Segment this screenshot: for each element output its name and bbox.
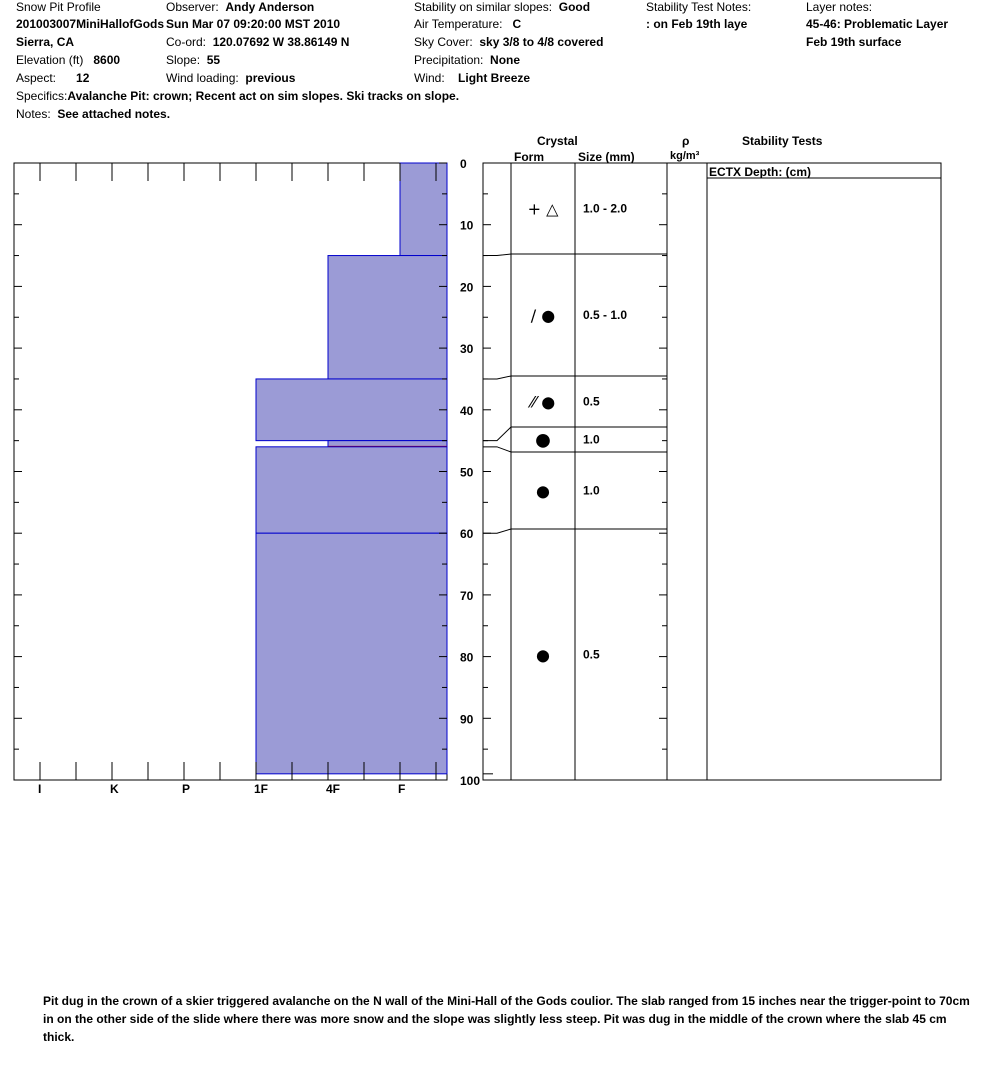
crystal-form-symbol: + △	[528, 200, 559, 219]
notes: Notes: See attached notes.	[16, 107, 170, 121]
layer-table-frame	[482, 162, 942, 781]
location: Sierra, CA	[16, 35, 75, 49]
layer-connector	[483, 426, 512, 442]
depth-tick-label: 40	[460, 404, 474, 418]
elevation: Elevation (ft) 8600	[16, 53, 120, 67]
label: Notes:	[16, 107, 51, 121]
value: previous	[245, 71, 296, 85]
crystal-size: 1.0 - 2.0	[583, 202, 627, 216]
crystal-size: 1.0	[583, 433, 600, 447]
hardness-bar	[399, 162, 448, 257]
value: Avalanche Pit: crown; Recent act on sim …	[67, 89, 460, 103]
datetime: Sun Mar 07 09:20:00 MST 2010	[166, 17, 341, 31]
crystal-size: 1.0	[583, 484, 600, 498]
label: Stability on similar slopes:	[414, 0, 553, 14]
value: sky 3/8 to 4/8 covered	[479, 35, 604, 49]
depth-tick-label: 20	[460, 280, 474, 294]
depth-tick-label: 60	[460, 527, 474, 541]
layer-connector	[483, 375, 512, 380]
value: None	[490, 53, 521, 67]
label: Observer:	[166, 0, 219, 14]
crystal-form-symbol: ●	[536, 646, 550, 665]
value: 8600	[93, 53, 121, 67]
label: Aspect:	[16, 71, 57, 85]
crystal-size: 0.5	[583, 395, 600, 409]
crystal-form-symbol: ⁄⁄ ●	[528, 393, 555, 412]
label: Sky Cover:	[414, 35, 473, 49]
depth-tick-label: 70	[460, 589, 474, 603]
pit-name: 201003007MiniHallofGods	[16, 17, 165, 31]
value: 12	[76, 71, 90, 85]
value: See attached notes.	[57, 107, 171, 121]
layer-note: 45-46: Problematic Layer	[806, 17, 949, 31]
value: Light Breeze	[458, 71, 531, 85]
value: C	[512, 17, 522, 31]
density-unit: kg/m³	[670, 150, 700, 162]
hardness-tick-label: F	[398, 782, 405, 796]
value: Andy Anderson	[225, 0, 315, 14]
value: 120.07692 W 38.86149 N	[212, 35, 350, 49]
stability-notes-label: Stability Test Notes:	[646, 0, 752, 14]
label: Wind loading:	[166, 71, 239, 85]
precipitation: Precipitation: None	[414, 53, 520, 67]
air-temp: Air Temperature: C	[414, 17, 521, 31]
depth-tick-label: 80	[460, 651, 474, 665]
hardness-tick-label: K	[110, 782, 119, 796]
layer-connector	[483, 528, 512, 534]
label: Air Temperature:	[414, 17, 503, 31]
hardness-tick-label: P	[182, 782, 190, 796]
observer: Observer: Andy Anderson	[166, 0, 314, 14]
hardness-bar	[255, 446, 448, 534]
crystal-form-symbol: / ●	[531, 306, 555, 325]
specifics: Specifics:Avalanche Pit: crown; Recent a…	[16, 89, 459, 103]
label: Specifics:	[16, 89, 68, 103]
label: Slope:	[166, 53, 201, 67]
depth-tick-label: 0	[460, 157, 467, 171]
value: Good	[558, 0, 591, 14]
density-header: ρ	[682, 134, 690, 148]
aspect: Aspect: 12	[16, 71, 89, 85]
crystal-form-symbol: ●	[536, 482, 550, 501]
layer-connector	[483, 446, 512, 453]
label: Wind:	[414, 71, 445, 85]
hardness-tick-label: 4F	[326, 782, 340, 796]
stability-tests-header: Stability Tests	[742, 134, 823, 148]
layer-notes-label: Layer notes:	[806, 0, 873, 14]
value: 55	[206, 53, 221, 67]
footer-notes: Pit dug in the crown of a skier triggere…	[43, 994, 970, 1044]
hardness-tick-label: 1F	[254, 782, 268, 796]
hardness-bar	[255, 532, 448, 775]
slope: Slope: 55	[166, 53, 220, 67]
hardness-tick-label: I	[38, 782, 41, 796]
report-title: Snow Pit Profile	[16, 0, 101, 14]
crystal-form-symbol: ●	[535, 430, 551, 451]
label: Co-ord:	[166, 35, 207, 49]
crystal-size: 0.5 - 1.0	[583, 308, 627, 322]
sky-cover: Sky Cover: sky 3/8 to 4/8 covered	[414, 35, 603, 49]
coord: Co-ord: 120.07692 W 38.86149 N	[166, 35, 349, 49]
wind-loading: Wind loading: previous	[166, 71, 295, 85]
stability-notes: : on Feb 19th laye	[646, 17, 748, 31]
hardness-bar	[255, 378, 448, 442]
crystal-size: 0.5	[583, 648, 600, 662]
label: Precipitation:	[414, 53, 484, 67]
depth-tick-label: 10	[460, 219, 474, 233]
hardness-bar	[327, 255, 448, 380]
depth-tick-label: 90	[460, 712, 474, 726]
label: Elevation (ft)	[16, 53, 84, 67]
depth-tick-label: 100	[460, 774, 480, 788]
depth-tick-label: 50	[460, 466, 474, 480]
form-header: Form	[514, 150, 544, 164]
layer-note: Feb 19th surface	[806, 35, 902, 49]
wind: Wind: Light Breeze	[414, 71, 530, 85]
layer-connector	[483, 253, 512, 257]
ectx-header: ECTX Depth: (cm)	[709, 165, 811, 179]
size-header: Size (mm)	[578, 150, 635, 164]
crystal-header: Crystal	[537, 134, 578, 148]
depth-tick-label: 30	[460, 342, 474, 356]
stability: Stability on similar slopes: Good	[414, 0, 590, 14]
